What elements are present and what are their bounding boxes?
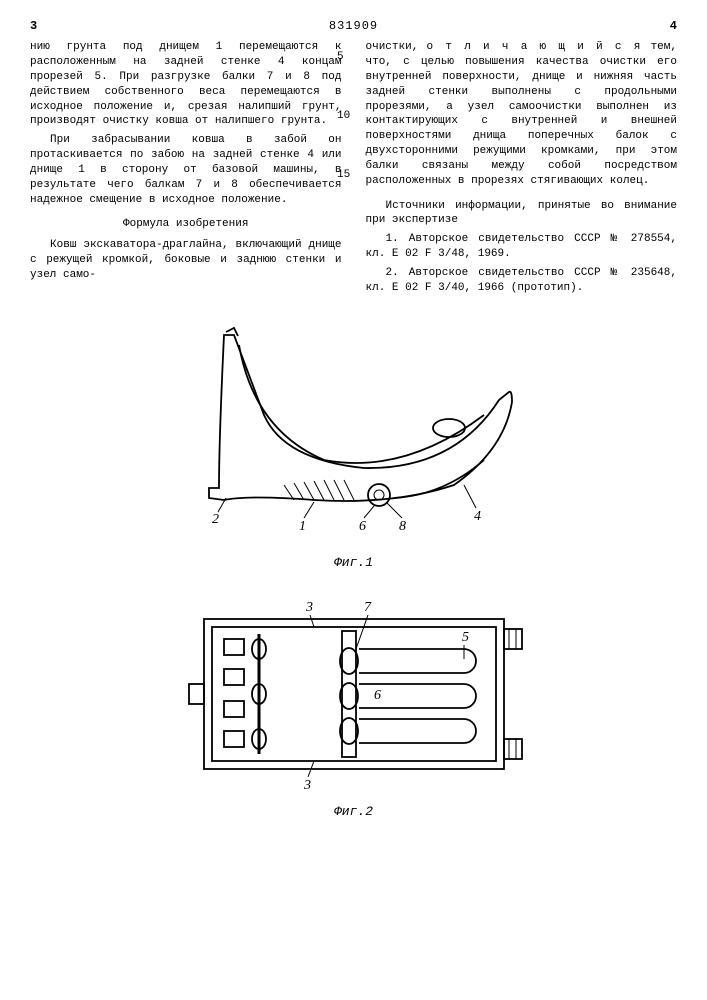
line-marker: 5 [337, 50, 350, 65]
right-column: очистки, о т л и ч а ю щ и й с я тем, чт… [366, 40, 678, 300]
fig2-label-5: 5 [462, 630, 469, 645]
text: тем, что, с целью повышения качества очи… [366, 41, 678, 187]
para: Ковш экскаватора-драглайна, включающий д… [30, 238, 342, 283]
header-row: 3 831909 4 [30, 18, 677, 34]
para: При забрасывании ковша в забой он протас… [30, 133, 342, 207]
fig2-label-6: 6 [374, 688, 381, 703]
figure-2: 3 7 5 6 3 [164, 589, 544, 799]
fig2-caption: Фиг.2 [30, 803, 677, 821]
source-ref: 2. Авторское свидетельство СССР № 235648… [366, 266, 678, 296]
line-number-markers: 5 10 15 [337, 50, 350, 183]
figures-area: 2 1 6 8 4 Фиг.1 [30, 320, 677, 821]
para: нию грунта под днищем 1 перемещаются к р… [30, 40, 342, 129]
page-number-right: 4 [670, 18, 677, 34]
spaced-text: о т л и ч а ю щ и й с я [427, 41, 643, 53]
fig2-label-3b: 3 [303, 778, 311, 793]
source-ref: 1. Авторское свидетельство СССР № 278554… [366, 232, 678, 262]
text-columns: нию грунта под днищем 1 перемещаются к р… [30, 40, 677, 300]
line-marker: 10 [337, 109, 350, 124]
fig1-label-1: 1 [299, 519, 306, 534]
fig1-label-8: 8 [399, 519, 406, 534]
fig1-label-2: 2 [212, 512, 219, 527]
page-number-left: 3 [30, 18, 37, 34]
line-marker: 15 [337, 168, 350, 183]
document-number: 831909 [37, 18, 670, 34]
text: очистки, [366, 41, 427, 53]
fig1-label-6: 6 [359, 519, 366, 534]
figure-1: 2 1 6 8 4 [154, 320, 554, 550]
fig1-caption: Фиг.1 [30, 554, 677, 572]
sources-title: Источники информации, принятые во вниман… [366, 199, 678, 229]
para: очистки, о т л и ч а ю щ и й с я тем, чт… [366, 40, 678, 188]
fig2-label-7: 7 [364, 600, 372, 615]
fig2-label-3a: 3 [305, 600, 313, 615]
fig1-label-4: 4 [474, 509, 481, 524]
formula-title: Формула изобретения [30, 217, 342, 232]
left-column: нию грунта под днищем 1 перемещаются к р… [30, 40, 342, 300]
